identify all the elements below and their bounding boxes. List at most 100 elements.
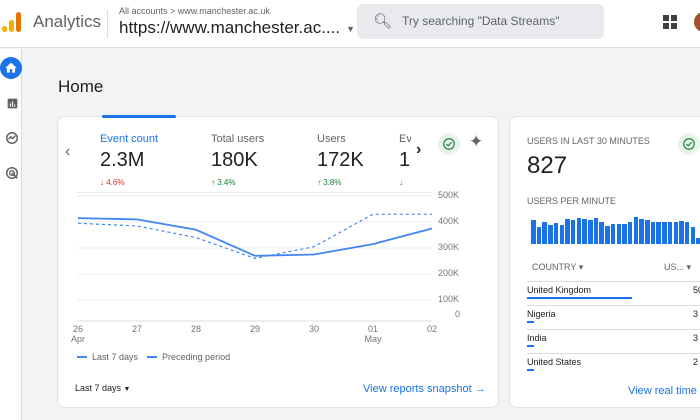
users-per-minute-bar[interactable]: [616, 223, 621, 244]
metric-value: 2.3M: [100, 149, 145, 171]
users-per-minute-bar[interactable]: [633, 217, 639, 244]
caret-down-icon: ▼: [346, 23, 356, 34]
metric-change: ↑ 3.4%: [211, 178, 236, 187]
x-tick-label: 01 May: [364, 324, 382, 344]
metric-value: 1: [399, 149, 411, 171]
users-per-minute-bar[interactable]: [667, 221, 673, 244]
y-tick-label: 300K: [438, 242, 460, 252]
apps-grid-icon[interactable]: [663, 15, 677, 29]
property-name: https://www.manchester.ac....: [119, 18, 341, 37]
country-row[interactable]: Nigeria 3: [527, 305, 700, 329]
legend-solid-swatch: [77, 356, 87, 358]
users-per-minute-bar[interactable]: [605, 225, 610, 244]
realtime-card: [509, 116, 700, 408]
users-per-minute-bar[interactable]: [542, 221, 547, 244]
country-users: 3: [693, 309, 699, 319]
reports-icon[interactable]: [1, 92, 23, 114]
metric-change: ↑ 3.8%: [317, 178, 342, 187]
avatar[interactable]: [694, 12, 700, 32]
users-per-minute-bar[interactable]: [565, 218, 570, 244]
explore-icon[interactable]: [1, 127, 23, 149]
country-users: 2: [693, 357, 699, 367]
view-real-time-link[interactable]: View real time: [628, 385, 697, 397]
check-circle-icon[interactable]: [678, 133, 700, 155]
prev-metric-chevron-icon[interactable]: ‹: [65, 143, 71, 160]
metric-value: 172K: [317, 149, 364, 171]
legend-label: Preceding period: [162, 352, 231, 362]
country-column-header[interactable]: COUNTRY ▾: [532, 262, 584, 272]
legend-label: Last 7 days: [92, 352, 139, 362]
users-per-minute-bar[interactable]: [570, 220, 576, 244]
caret-down-icon: ▼: [123, 386, 131, 393]
property-selector[interactable]: https://www.manchester.ac.... ▼: [119, 18, 355, 38]
share-bar: [527, 369, 534, 371]
users-column-header[interactable]: US... ▾: [664, 262, 692, 272]
country-name: India: [527, 333, 547, 343]
users-per-minute-bar[interactable]: [650, 221, 656, 244]
share-bar: [527, 321, 534, 323]
users-per-minute-bar[interactable]: [588, 220, 593, 244]
users-per-minute-bar[interactable]: [639, 218, 644, 244]
users-per-minute-bar[interactable]: [531, 220, 536, 244]
users-per-minute-bar[interactable]: [593, 218, 599, 244]
x-tick-label: 28: [190, 324, 201, 334]
users-per-minute-bar[interactable]: [662, 222, 667, 244]
users-per-minute-bar[interactable]: [599, 221, 604, 244]
country-users: 50: [693, 285, 700, 295]
users-per-minute-bar[interactable]: [696, 238, 700, 244]
x-tick-label: 30: [308, 324, 319, 334]
users-per-minute-bar[interactable]: [690, 227, 696, 244]
x-tick-label: 29: [249, 324, 260, 334]
users-per-minute-bar[interactable]: [610, 223, 616, 244]
breadcrumb[interactable]: All accounts > www.manchester.ac.uk: [119, 6, 270, 16]
series-line-last-7-days: [77, 217, 433, 257]
search-input[interactable]: 🔍︎ Try searching "Data Streams": [357, 4, 604, 39]
country-name: United Kingdom: [527, 285, 592, 295]
x-tick-label: 02: [426, 324, 437, 334]
users-per-minute-bar[interactable]: [645, 220, 650, 244]
date-range-dropdown[interactable]: Last 7 days ▼: [75, 383, 130, 393]
users-per-minute-bar[interactable]: [656, 221, 661, 244]
divider: [107, 10, 108, 38]
metric-total-users[interactable]: Total users 180K ↑ 3.4%: [211, 133, 264, 187]
users-per-minute-bar[interactable]: [622, 223, 627, 244]
users-per-minute-bar[interactable]: [548, 224, 553, 244]
country-row[interactable]: United States 2: [527, 353, 700, 377]
y-tick-label: 100K: [438, 294, 460, 304]
share-bar: [527, 297, 632, 299]
legend-dashed-swatch: [147, 356, 158, 358]
active-tab-indicator: [102, 115, 176, 118]
realtime-title: USERS IN LAST 30 MINUTES: [527, 136, 650, 146]
view-reports-snapshot-link[interactable]: View reports snapshot →: [363, 383, 486, 395]
chart-legend: Last 7 days Preceding period: [77, 352, 230, 362]
users-per-minute-bar[interactable]: [559, 224, 564, 244]
search-placeholder: Try searching "Data Streams": [402, 14, 560, 28]
country-row[interactable]: United Kingdom 50: [527, 281, 700, 305]
next-metric-chevron-icon[interactable]: ›: [416, 141, 422, 158]
users-per-minute-bar[interactable]: [627, 221, 633, 244]
divider: [77, 192, 432, 193]
page-title: Home: [58, 77, 104, 96]
share-bar: [527, 345, 534, 347]
users-per-minute-bar[interactable]: [576, 218, 582, 244]
users-per-minute-bar[interactable]: [536, 227, 542, 244]
check-circle-icon[interactable]: [438, 133, 460, 155]
metric-users[interactable]: Users 172K ↑ 3.8%: [317, 133, 364, 187]
home-icon[interactable]: [0, 57, 22, 79]
advertising-icon[interactable]: [1, 162, 23, 184]
users-per-minute-bar[interactable]: [673, 222, 678, 244]
y-tick-label: 0: [454, 309, 460, 319]
users-per-minute-label: USERS PER MINUTE: [527, 196, 617, 206]
insights-sparkle-icon[interactable]: ✦: [469, 132, 484, 151]
users-per-minute-bar[interactable]: [553, 223, 559, 244]
country-row[interactable]: India 3: [527, 329, 700, 353]
country-name: Nigeria: [527, 309, 556, 319]
users-per-minute-bar[interactable]: [582, 218, 587, 244]
metric-event-count[interactable]: Event count 2.3M ↓ 4.6%: [100, 133, 158, 187]
series-line-preceding-period: [77, 213, 432, 260]
users-per-minute-bar[interactable]: [679, 221, 684, 244]
users-per-minute-bar[interactable]: [684, 221, 690, 244]
metric-truncated[interactable]: Ev 1 ↓: [399, 133, 411, 187]
metric-value: 180K: [211, 149, 258, 171]
